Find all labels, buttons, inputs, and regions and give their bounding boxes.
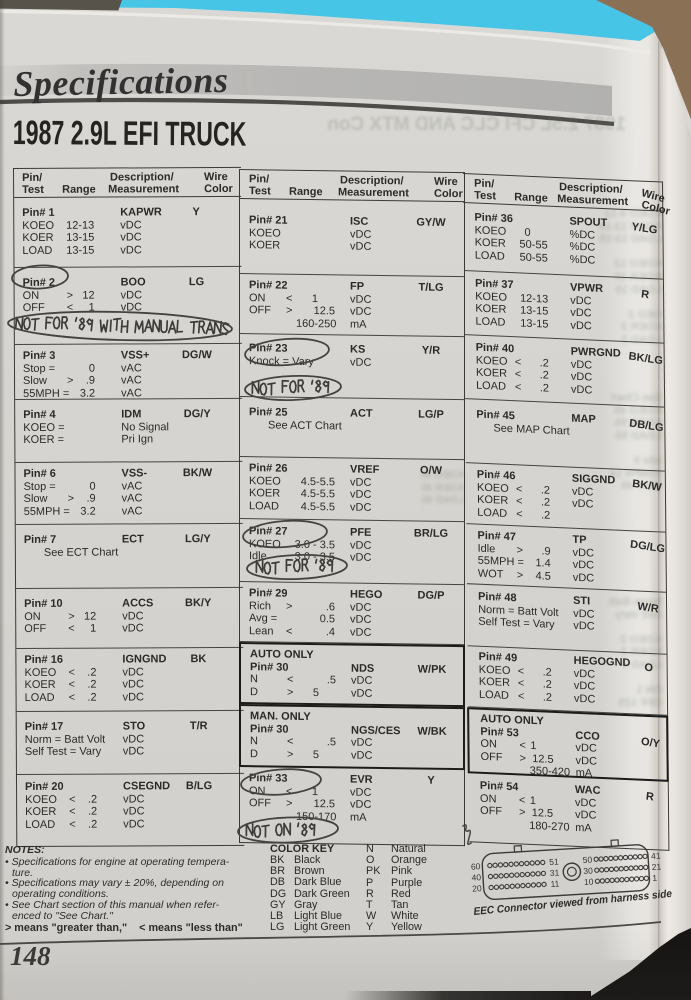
svg-text:21: 21 [651,861,661,872]
svg-text:41: 41 [651,850,661,861]
svg-text:31: 31 [550,867,560,878]
svg-text:11: 11 [550,878,560,889]
svg-text:30: 30 [583,865,593,876]
svg-text:51: 51 [549,856,559,867]
svg-text:60: 60 [471,861,481,872]
svg-text:40: 40 [471,872,481,883]
svg-text:50: 50 [582,854,592,865]
svg-text:1: 1 [652,873,658,883]
svg-text:20: 20 [472,883,482,894]
svg-text:10: 10 [584,876,594,887]
